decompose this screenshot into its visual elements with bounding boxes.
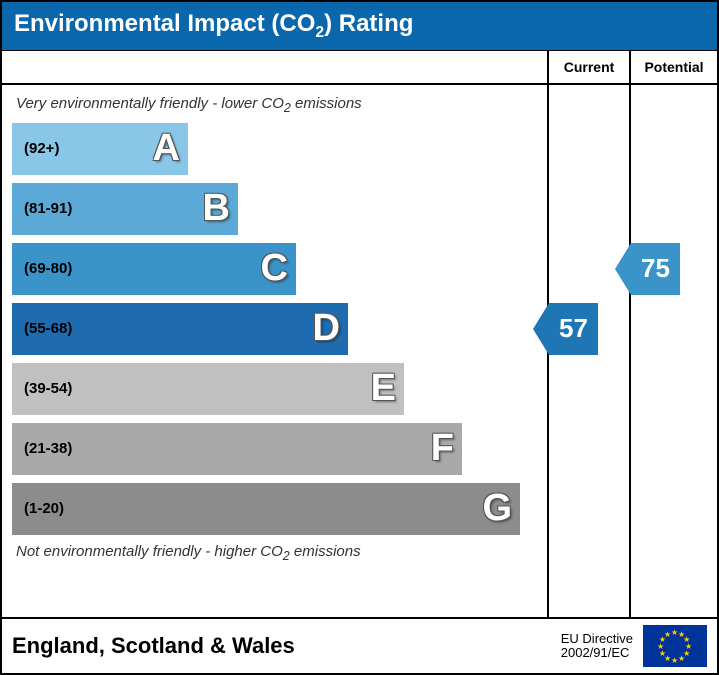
band-range: (92+) [24,140,59,157]
current-column: 57 [547,85,629,617]
footer: England, Scotland & Wales EU Directive 2… [2,617,717,673]
footer-region: England, Scotland & Wales [12,633,295,659]
band-a: (92+) A [12,123,188,175]
title-prefix: Environmental Impact (CO [14,10,315,37]
band-letter: D [313,307,340,350]
header-potential: Potential [629,51,717,85]
band-range: (1-20) [24,500,64,517]
band-e: (39-54) E [12,363,404,415]
band-c: (69-80) C [12,243,296,295]
marker-potential: 75 [615,243,680,295]
band-letter: A [153,127,180,170]
band-f: (21-38) F [12,423,462,475]
band-g: (1-20) G [12,483,520,535]
band-range: (55-68) [24,320,72,337]
chart-grid: Current Potential Very environmentally f… [2,50,717,617]
bands-container: (92+) A (81-91) B (69-80) C (55-68) D (39-54) E (2… [12,123,537,535]
potential-column: 75 [629,85,717,617]
band-d: (55-68) D [12,303,348,355]
bands-column: Very environmentally friendly - lower CO… [2,85,547,617]
eu-flag-icon: ★★★★★★★★★★★★ [643,625,707,667]
band-b: (81-91) B [12,183,238,235]
eir-chart: Environmental Impact (CO2) Rating Curren… [0,0,719,675]
band-letter: G [482,487,512,530]
eu-star-icon: ★ [664,630,671,639]
header-spacer [2,51,547,85]
band-letter: C [261,247,288,290]
footer-right: EU Directive 2002/91/EC ★★★★★★★★★★★★ [561,625,707,667]
note-bottom: Not environmentally friendly - higher CO… [12,541,537,569]
band-range: (39-54) [24,380,72,397]
title-bar: Environmental Impact (CO2) Rating [2,2,717,50]
band-range: (21-38) [24,440,72,457]
marker-potential-value: 75 [631,243,680,295]
band-letter: F [431,427,454,470]
marker-current-value: 57 [549,303,598,355]
band-range: (81-91) [24,200,72,217]
note-top: Very environmentally friendly - lower CO… [12,93,537,121]
band-range: (69-80) [24,260,72,277]
header-current: Current [547,51,629,85]
title-suffix: ) Rating [324,10,413,37]
eu-star-icon: ★ [678,654,685,663]
footer-directive: EU Directive 2002/91/EC [561,632,633,661]
title-sub: 2 [315,24,324,41]
band-letter: E [371,367,396,410]
band-letter: B [203,187,230,230]
eu-star-icon: ★ [671,656,678,665]
marker-current: 57 [533,303,598,355]
